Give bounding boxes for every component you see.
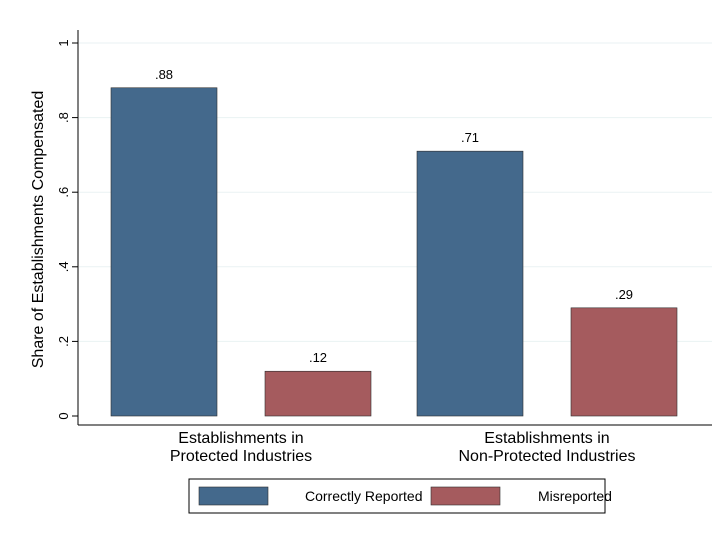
bar bbox=[416, 150, 524, 417]
legend-label: Misreported bbox=[538, 488, 612, 504]
y-tick-label: .6 bbox=[56, 187, 71, 198]
x-category-label: Establishments in bbox=[484, 430, 609, 447]
bar-value-label: .88 bbox=[155, 67, 173, 82]
axes: 0 .2 .4 .6 .8 1 Share of Establishments Compen… bbox=[30, 30, 712, 465]
bar bbox=[570, 307, 678, 417]
legend: Correctly Reported Misreported bbox=[188, 478, 612, 514]
y-tick-label: .8 bbox=[56, 112, 71, 123]
y-tick-label: 0 bbox=[56, 412, 71, 419]
legend-swatch bbox=[430, 486, 501, 506]
x-category-label: Establishments in bbox=[178, 430, 303, 447]
bar-value-label: .71 bbox=[461, 130, 479, 145]
y-tick-label: .4 bbox=[56, 261, 71, 272]
y-axis-title: Share of Establishments Compensated bbox=[30, 91, 47, 368]
x-category-label: Protected Industries bbox=[170, 448, 312, 465]
value-labels: .88 .71 .12 .29 bbox=[155, 67, 633, 365]
legend-swatch bbox=[198, 486, 269, 506]
y-tick-label: 1 bbox=[56, 39, 71, 46]
bar-value-label: .29 bbox=[615, 287, 633, 302]
bar-value-label: .12 bbox=[309, 350, 327, 365]
y-tick-label: .2 bbox=[56, 336, 71, 347]
bars bbox=[110, 87, 678, 417]
bar bbox=[264, 370, 372, 417]
x-category-label: Non-Protected Industries bbox=[459, 448, 636, 465]
legend-label: Correctly Reported bbox=[305, 488, 423, 504]
bar bbox=[110, 87, 218, 417]
